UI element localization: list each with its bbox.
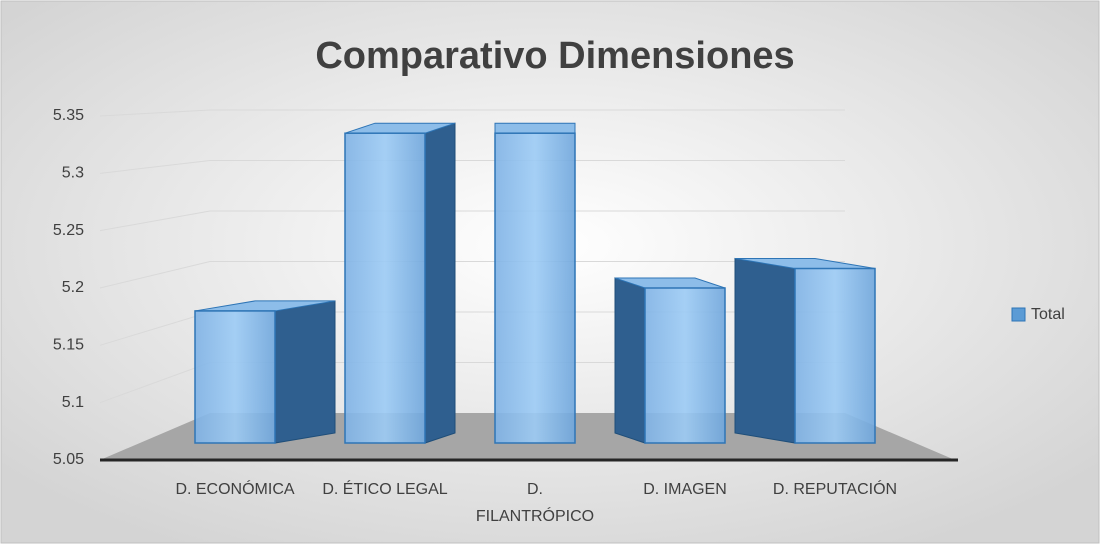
bar-side — [274, 300, 336, 444]
grid-line — [99, 210, 845, 232]
bar — [794, 267, 876, 444]
bar — [644, 287, 726, 444]
bar-side — [424, 122, 456, 444]
grid-line — [99, 160, 845, 174]
grid-line — [99, 109, 845, 117]
x-tick-label: D. ECONÓMICA — [175, 479, 294, 498]
bar-side — [734, 257, 796, 444]
bar — [494, 132, 576, 444]
y-tick-label: 5.1 — [62, 394, 84, 411]
legend-swatch — [1011, 307, 1026, 322]
y-tick-label: 5.05 — [53, 451, 84, 468]
y-tick-label: 5.15 — [53, 337, 84, 354]
chart-title: Comparativo Dimensiones — [315, 35, 794, 77]
legend-label: Total — [1031, 306, 1065, 323]
y-tick-label: 5.35 — [53, 107, 84, 124]
y-tick-label: 5.3 — [62, 165, 84, 182]
x-tick-label: D. ÉTICO LEGAL — [322, 479, 447, 498]
x-tick-label: D. FILANTRÓPICO — [476, 481, 594, 525]
bar-side — [614, 277, 646, 444]
bar — [194, 310, 276, 444]
x-tick-label: D. REPUTACIÓN — [773, 479, 897, 498]
bar — [344, 132, 426, 444]
grid-line — [99, 261, 845, 289]
bar-top — [494, 122, 576, 134]
x-tick-label: D. IMAGEN — [643, 481, 727, 498]
y-tick-label: 5.25 — [53, 222, 84, 239]
y-tick-label: 5.2 — [62, 279, 84, 296]
